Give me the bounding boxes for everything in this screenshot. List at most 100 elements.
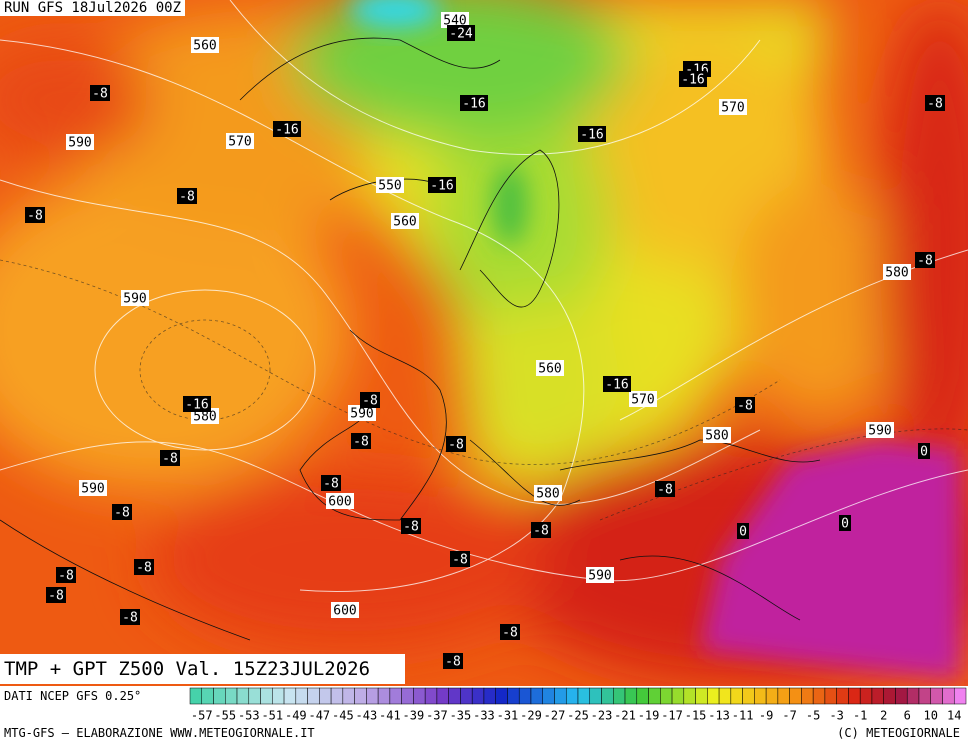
colorbar-cell xyxy=(542,687,555,705)
temperature-field xyxy=(0,0,968,680)
colorbar-cell xyxy=(565,687,579,705)
temperature-label: -8 xyxy=(27,209,43,224)
colorbar-label: -23 xyxy=(591,709,613,723)
temperature-label-box xyxy=(603,376,631,392)
contour-label-box xyxy=(376,177,404,193)
temperature-label: -16 xyxy=(605,378,628,393)
temperature-label-box xyxy=(112,504,132,520)
colorbar-cell xyxy=(518,687,532,705)
colorbar-cell xyxy=(871,687,884,705)
map-labels: 540 560 590 570 550 560 590 570 580 560 570 590 580 5… xyxy=(25,12,945,670)
colorbar-cell xyxy=(354,687,367,705)
temperature-label-box xyxy=(737,523,749,539)
colorbar-label: -5 xyxy=(806,709,820,723)
temperature-label: -8 xyxy=(657,483,673,498)
temperature-label: -8 xyxy=(445,655,461,670)
copyright: (C) METEOGIORNALE xyxy=(837,726,960,740)
colorbar-cell xyxy=(507,687,520,705)
colorbar-cell xyxy=(225,687,238,705)
temperature-label-box xyxy=(360,392,380,408)
temperature-label-box xyxy=(915,252,935,268)
map-title: TMP + GPT Z500 Val. 15Z23JUL2026 xyxy=(0,654,405,684)
temperature-label: -8 xyxy=(323,477,339,492)
colorbar-label: -43 xyxy=(356,709,378,723)
temperature-label: -8 xyxy=(362,394,378,409)
colorbar-cell xyxy=(648,687,661,705)
colorbar-label: -35 xyxy=(450,709,472,723)
colorbar-cell xyxy=(765,687,779,705)
colorbar-label: -7 xyxy=(782,709,796,723)
temperature-label: -8 xyxy=(502,626,518,641)
colorbar-cell xyxy=(953,687,967,705)
contour-label-box xyxy=(586,567,614,583)
contour-label-box xyxy=(703,427,731,443)
colorbar-cell xyxy=(248,687,261,705)
colorbar-label: -41 xyxy=(379,709,401,723)
contour-label-box xyxy=(121,290,149,306)
colorbar-cell xyxy=(236,687,250,705)
colorbar-cell xyxy=(471,687,485,705)
temperature-label-box xyxy=(500,624,520,640)
colorbar-cell xyxy=(295,687,308,705)
temperature-label-box xyxy=(925,95,945,111)
credit: MTG-GFS — ELABORAZIONE WWW.METEOGIORNALE… xyxy=(4,726,315,740)
colorbar-cell xyxy=(530,687,543,705)
temperature-label: -8 xyxy=(92,87,108,102)
contour-label-box xyxy=(191,37,219,53)
colorbar-cell xyxy=(812,687,826,705)
contour-label-box xyxy=(326,493,354,509)
temperature-label-box xyxy=(321,475,341,491)
contour-label: 600 xyxy=(333,604,356,619)
colorbar-label: -39 xyxy=(403,709,425,723)
colorbar-cell xyxy=(754,687,767,705)
colorbar-cell xyxy=(601,687,614,705)
colorbar-cell xyxy=(624,687,638,705)
colorbar-cell xyxy=(260,687,273,705)
contour-label: 580 xyxy=(193,410,216,425)
colorbar-cell xyxy=(848,687,861,705)
contour-label: 580 xyxy=(536,487,559,502)
colorbar-label: -45 xyxy=(332,709,354,723)
contour-label: 590 xyxy=(68,136,91,151)
temperature-label: -8 xyxy=(122,611,138,626)
colorbar-cell xyxy=(660,687,673,705)
colorbar-label: -31 xyxy=(497,709,519,723)
colorbar-cell xyxy=(319,687,332,705)
contour-label-box xyxy=(331,602,359,618)
contour-label: 590 xyxy=(350,407,373,422)
contour-label-box xyxy=(441,12,469,28)
temperature-label: -8 xyxy=(448,438,464,453)
temperature-label-box xyxy=(578,126,606,142)
contour-label: 580 xyxy=(885,266,908,281)
temperature-label: -16 xyxy=(185,398,208,413)
contour-label: 590 xyxy=(123,292,146,307)
temperature-label-box xyxy=(918,443,930,459)
temperature-label: -24 xyxy=(449,27,473,42)
colorbar-cell xyxy=(283,687,297,705)
temperature-label-box xyxy=(401,518,421,534)
contour-label: 590 xyxy=(868,424,891,439)
contour-label-box xyxy=(883,264,911,280)
colorbar-cell xyxy=(942,687,955,705)
colorbar-cell xyxy=(189,687,203,705)
colorbar-label: 14 xyxy=(947,709,961,723)
colorbar-label: -19 xyxy=(638,709,660,723)
contour-label: 590 xyxy=(588,569,611,584)
colorbar-cell xyxy=(201,687,214,705)
temperature-label-box xyxy=(46,587,66,603)
colorbar-label: 10 xyxy=(924,709,938,723)
contour-label-box xyxy=(226,133,254,149)
temperature-label: -8 xyxy=(114,506,130,521)
contour-label: 570 xyxy=(228,135,251,150)
temperature-label-box xyxy=(679,71,707,87)
colorbar-cell xyxy=(859,687,873,705)
temperature-label-box xyxy=(351,433,371,449)
colorbar-label: -17 xyxy=(661,709,683,723)
contour-label-box xyxy=(866,422,894,438)
colorbar-cell xyxy=(789,687,802,705)
colorbar-cell xyxy=(906,687,920,705)
temperature-label: 0 xyxy=(841,517,849,532)
temperature-label-box xyxy=(160,450,180,466)
contour-label-box xyxy=(629,391,657,407)
contour-label: 580 xyxy=(705,429,728,444)
